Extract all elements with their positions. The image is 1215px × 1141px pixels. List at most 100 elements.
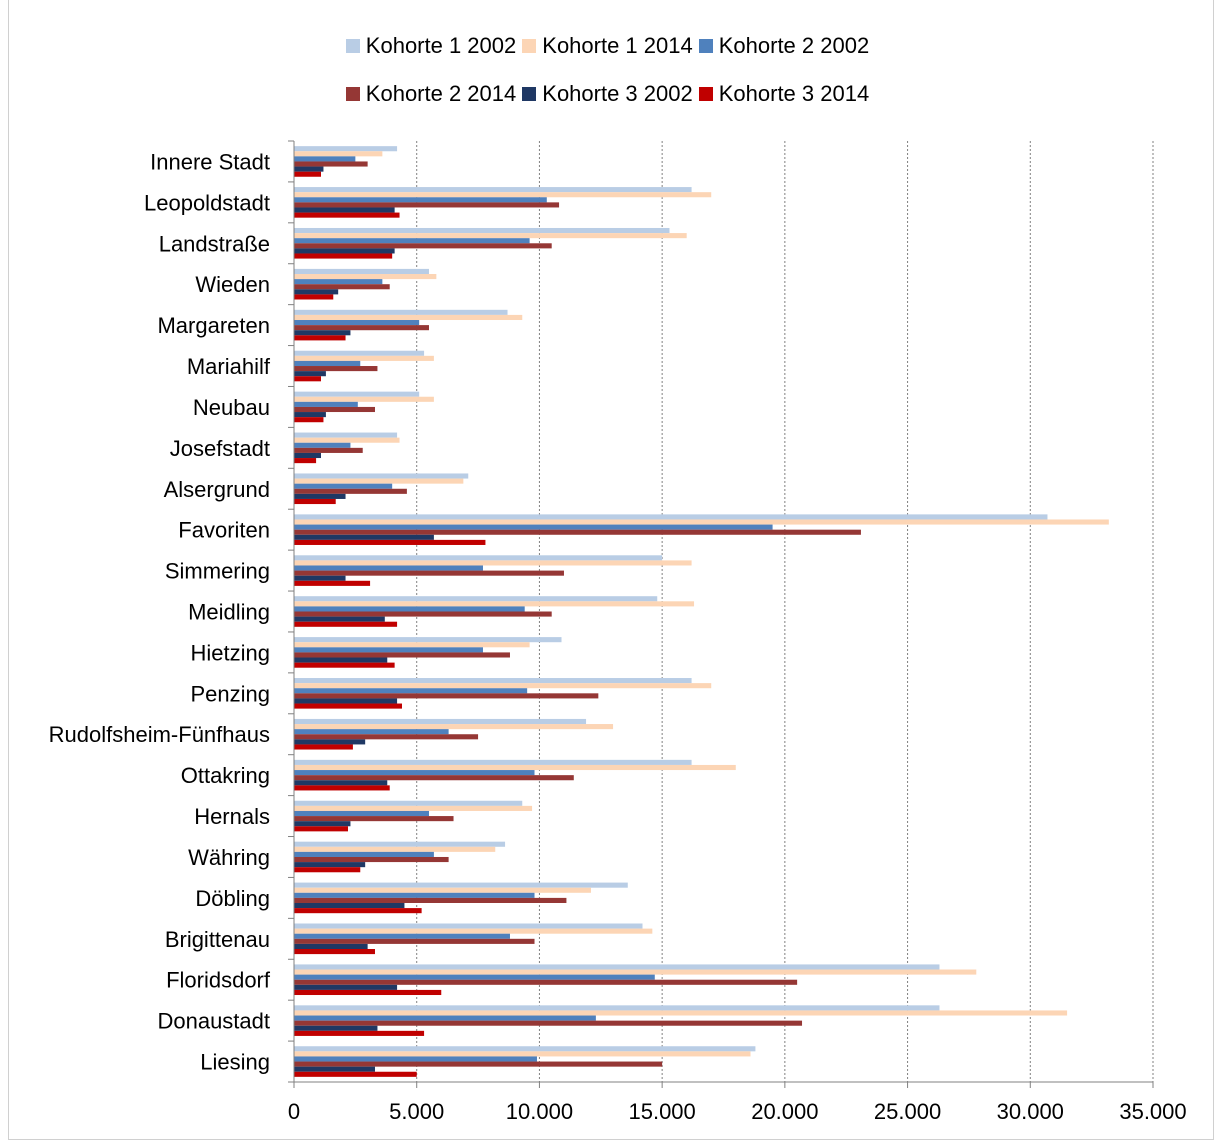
x-tick-label: 10.000 bbox=[506, 1099, 573, 1124]
bar bbox=[294, 350, 425, 356]
bar bbox=[294, 805, 533, 811]
bar bbox=[294, 575, 346, 581]
bar bbox=[294, 314, 523, 321]
bar bbox=[294, 284, 390, 290]
bar bbox=[294, 611, 552, 617]
bar bbox=[294, 371, 326, 377]
bar bbox=[294, 376, 321, 382]
bar bbox=[294, 539, 486, 545]
bar bbox=[294, 360, 361, 367]
bar bbox=[294, 943, 368, 950]
bar bbox=[294, 938, 535, 944]
bar bbox=[294, 923, 643, 929]
x-tick-label: 25.000 bbox=[874, 1099, 941, 1124]
bar bbox=[294, 882, 628, 888]
bar bbox=[294, 1051, 751, 1057]
bar bbox=[294, 908, 422, 914]
x-tick-label: 15.000 bbox=[628, 1099, 695, 1124]
bar bbox=[294, 856, 449, 863]
category-label: Innere Stadt bbox=[150, 149, 270, 174]
bar bbox=[294, 330, 351, 336]
bar bbox=[294, 1061, 663, 1067]
bar bbox=[294, 447, 363, 453]
bar bbox=[294, 519, 1109, 525]
bar bbox=[294, 1046, 756, 1052]
bar bbox=[294, 309, 508, 315]
bar bbox=[294, 652, 510, 658]
bar bbox=[294, 355, 434, 361]
bar bbox=[294, 826, 348, 832]
bar bbox=[294, 156, 356, 162]
bar bbox=[294, 289, 339, 295]
category-label: Mariahilf bbox=[187, 354, 271, 379]
bar bbox=[294, 391, 420, 397]
bar bbox=[294, 1071, 417, 1077]
bar bbox=[294, 580, 371, 586]
x-tick-label: 20.000 bbox=[751, 1099, 818, 1124]
category-label: Rudolfsheim-Fünfhaus bbox=[49, 722, 270, 747]
bar bbox=[294, 273, 437, 280]
bar bbox=[294, 253, 393, 259]
bars bbox=[294, 146, 1109, 1077]
bar bbox=[294, 601, 695, 607]
category-labels: Innere Stadt Leopoldstadt Landstraße Wieden… bbox=[49, 149, 271, 1074]
legend-label: Kohorte 1 2014 bbox=[542, 33, 693, 58]
bar bbox=[294, 248, 395, 254]
bar bbox=[294, 810, 429, 817]
bar bbox=[294, 718, 587, 725]
bar bbox=[294, 621, 398, 627]
bar bbox=[294, 366, 378, 372]
bar bbox=[294, 268, 429, 274]
bar bbox=[294, 989, 442, 996]
legend-item-kohorte-1-2002: Kohorte 1 2002 bbox=[345, 33, 516, 59]
bar bbox=[294, 703, 402, 709]
bar bbox=[294, 616, 385, 622]
bar bbox=[294, 1056, 537, 1062]
bar bbox=[294, 498, 336, 505]
bar bbox=[294, 862, 366, 868]
bar bbox=[294, 442, 351, 448]
category-label: Josefstadt bbox=[170, 436, 270, 461]
legend-swatch bbox=[345, 87, 360, 101]
legend-swatch bbox=[522, 87, 537, 101]
bar bbox=[294, 406, 375, 413]
bar bbox=[294, 821, 351, 827]
bar bbox=[294, 401, 358, 407]
chart-frame bbox=[8, 0, 1214, 1140]
bar bbox=[294, 524, 773, 530]
bar bbox=[294, 1025, 378, 1031]
bar bbox=[294, 816, 454, 822]
bar bbox=[294, 238, 530, 244]
bar bbox=[294, 1010, 1068, 1016]
bar bbox=[294, 560, 692, 566]
bar bbox=[294, 493, 346, 499]
bar bbox=[294, 570, 564, 576]
bar bbox=[294, 212, 400, 218]
category-label: Döbling bbox=[195, 886, 270, 911]
legend-label: Kohorte 2 2014 bbox=[365, 81, 517, 106]
category-label: Margareten bbox=[157, 313, 270, 338]
bar bbox=[294, 529, 861, 535]
legend-item-kohorte-3-2014: Kohorte 3 2014 bbox=[698, 81, 869, 107]
bar bbox=[294, 969, 977, 975]
bar bbox=[294, 412, 326, 418]
bar bbox=[294, 151, 383, 157]
bar bbox=[294, 335, 346, 341]
bar bbox=[294, 642, 530, 648]
x-tick-label: 5.000 bbox=[389, 1099, 444, 1124]
bar bbox=[294, 724, 614, 730]
bar bbox=[294, 279, 383, 285]
category-label: Simmering bbox=[165, 559, 270, 584]
axes bbox=[288, 140, 1154, 1088]
bar bbox=[294, 949, 375, 955]
x-tick-label: 30.000 bbox=[997, 1099, 1064, 1124]
bar bbox=[294, 964, 940, 970]
bar bbox=[294, 187, 692, 193]
category-label: Meidling bbox=[188, 600, 270, 625]
bar bbox=[294, 192, 712, 198]
bar bbox=[294, 678, 692, 684]
bar bbox=[294, 606, 525, 612]
bar bbox=[294, 800, 523, 806]
legend: Kohorte 1 2002 Kohorte 1 2014 Kohorte 2 … bbox=[0, 22, 1215, 118]
bar bbox=[294, 227, 670, 234]
